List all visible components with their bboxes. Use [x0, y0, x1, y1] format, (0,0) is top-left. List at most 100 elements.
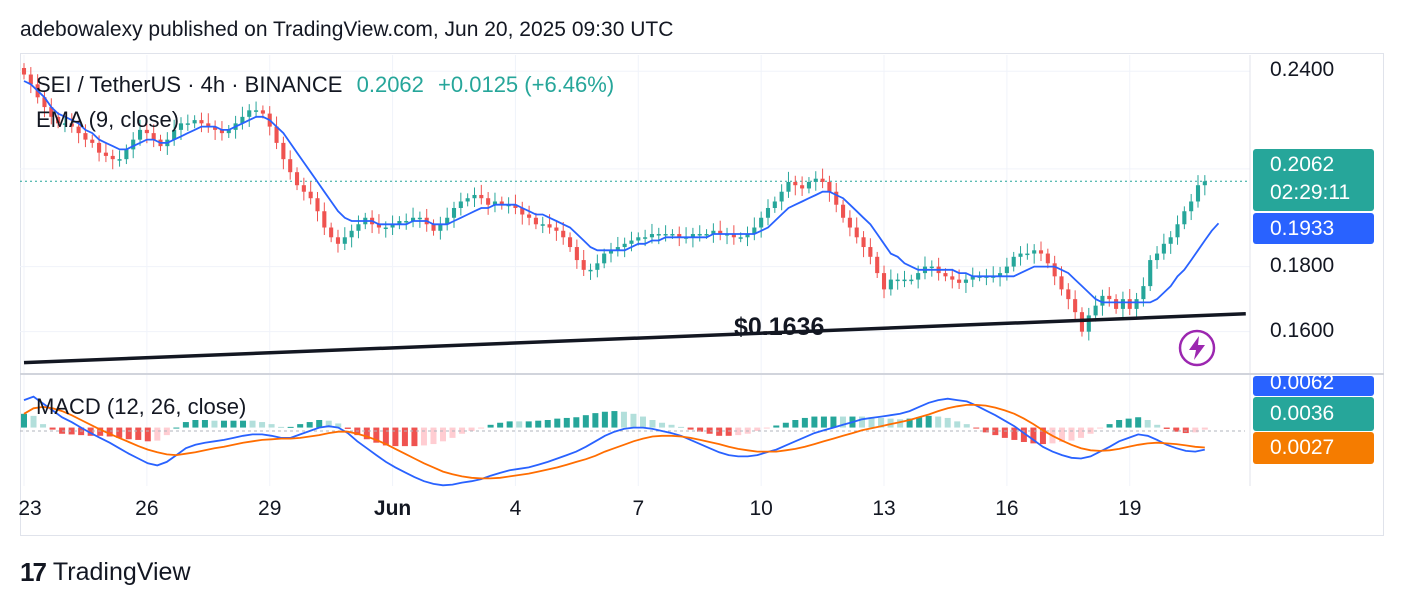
candle-body	[1045, 253, 1050, 264]
candle-body	[458, 201, 463, 208]
histogram-bar	[220, 420, 227, 428]
candle-body	[752, 227, 757, 235]
histogram-value-tag: 0.0036	[1253, 397, 1374, 431]
candle	[185, 114, 190, 131]
candle-body	[1141, 286, 1146, 300]
candle-body	[602, 253, 607, 264]
time-tick-label: 4	[509, 497, 522, 520]
candle	[765, 199, 771, 226]
candle	[274, 116, 279, 150]
histogram-bar	[659, 422, 666, 428]
publish-byline: adebowalexy published on TradingView.com…	[20, 18, 674, 41]
candle	[800, 176, 805, 196]
time-tick-label: 7	[632, 497, 645, 520]
histogram-bar	[154, 427, 161, 441]
candle-body	[643, 237, 648, 239]
support-trendline[interactable]	[23, 312, 1246, 365]
candle-body	[670, 234, 675, 236]
candle	[834, 182, 839, 213]
histogram-bar	[535, 420, 542, 428]
histogram-bar	[801, 417, 808, 428]
candle	[69, 113, 74, 133]
candle-body	[745, 234, 750, 238]
candle	[868, 238, 873, 265]
histogram-bar	[30, 415, 37, 428]
candle-body	[411, 217, 416, 222]
candle	[772, 196, 777, 213]
histogram-bar	[678, 426, 685, 428]
candle	[1202, 175, 1207, 196]
chart-frame	[20, 53, 1384, 536]
candle-body	[199, 120, 204, 124]
candle-body	[895, 279, 900, 282]
candle-body	[636, 237, 641, 241]
histogram-bar	[773, 425, 780, 428]
candle	[1161, 233, 1166, 260]
candle	[950, 268, 955, 289]
candle-body	[438, 224, 443, 231]
candle	[117, 150, 122, 167]
candle	[226, 124, 231, 139]
symbol-legend[interactable]: SEI / TetherUS · 4h · BINANCE 0.2062 +0.…	[36, 72, 614, 98]
candle	[793, 175, 798, 196]
candle-body	[595, 263, 600, 270]
lightning-icon[interactable]	[1178, 329, 1216, 367]
candle-body	[301, 185, 306, 192]
candle-body	[499, 201, 504, 205]
time-tick-label: 10	[749, 497, 773, 520]
candle-body	[131, 139, 136, 150]
candle-body	[567, 237, 573, 248]
histogram-bar	[763, 427, 770, 429]
brand-footer[interactable]: 17 TradingView	[20, 557, 191, 588]
macd-legend[interactable]: MACD (12, 26, close)	[36, 394, 247, 419]
candle-body	[219, 129, 224, 134]
candle	[752, 217, 757, 241]
candle-body	[772, 201, 777, 208]
candle	[1066, 283, 1071, 310]
histogram-bar	[373, 427, 380, 443]
candle	[492, 192, 498, 213]
candle	[718, 220, 723, 241]
candle	[124, 144, 129, 165]
histogram-bar	[1011, 427, 1018, 440]
candle-body	[226, 129, 231, 134]
candle-body	[97, 142, 102, 153]
candle	[615, 236, 620, 257]
histogram-bar	[1144, 420, 1151, 428]
candle-body	[1148, 260, 1153, 287]
candle-body	[806, 181, 811, 189]
histogram-bar	[887, 418, 894, 428]
candle-body	[383, 227, 388, 230]
candle	[1148, 255, 1153, 291]
candle-body	[881, 273, 887, 290]
candle-body	[247, 110, 252, 117]
candle-body	[274, 126, 279, 143]
candle	[1120, 291, 1125, 318]
histogram-bar	[1192, 427, 1199, 433]
histogram-bar	[144, 427, 151, 442]
histogram-bar	[268, 424, 275, 428]
histogram-bar	[725, 427, 732, 436]
candle-body	[813, 178, 818, 182]
candle-body	[56, 116, 61, 124]
candle-body	[172, 129, 177, 140]
candle-body	[875, 256, 880, 274]
ema-legend[interactable]: EMA (9, close)	[36, 107, 180, 132]
candle-body	[308, 191, 313, 199]
histogram-bar	[687, 427, 694, 430]
candle-body	[1154, 253, 1160, 261]
histogram-bar	[440, 427, 447, 442]
candle-body	[588, 269, 593, 272]
histogram-bar	[411, 427, 418, 447]
candle-body	[329, 227, 334, 238]
candle	[1045, 248, 1050, 269]
histogram-bar	[1068, 427, 1075, 441]
histogram-bar	[287, 426, 294, 428]
histogram-bar	[182, 422, 189, 428]
candle-body	[690, 234, 695, 238]
candle	[1018, 246, 1023, 266]
candle	[684, 227, 689, 244]
candle-body	[335, 237, 341, 244]
candle	[724, 227, 730, 245]
